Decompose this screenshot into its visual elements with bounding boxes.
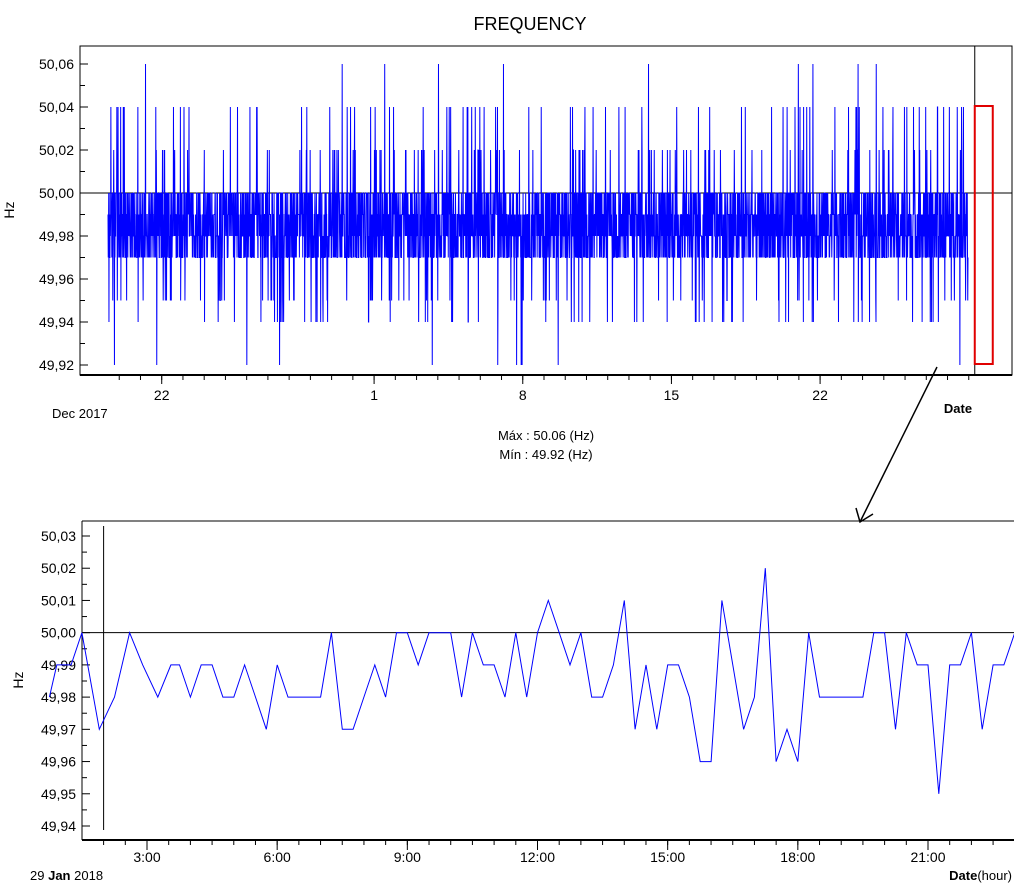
top-x-tick-label: 15 [664,387,680,403]
bottom-x-tick-label: 9:00 [394,849,421,865]
top-y-tick-label: 49,96 [39,271,74,287]
chart-title: FREQUENCY [473,14,586,34]
top-x-tick-label: 22 [812,387,828,403]
bottom-y-tick-label: 50,00 [41,625,76,641]
bottom-period-year: 2018 [74,868,103,883]
bottom-period-label: 29 Jan 2018 [30,868,103,883]
zoom-highlight-box [973,105,994,365]
zoom-arrow [855,366,938,524]
bottom-y-axis-label: Hz [10,671,26,688]
top-y-tick-label: 50,00 [39,185,74,201]
bottom-x-tick-label: 12:00 [520,849,555,865]
top-y-axis-label: Hz [1,201,17,218]
top-period-label: Dec 2017 [52,406,108,421]
top-x-tick-label: 1 [370,387,378,403]
bottom-x-tick-label: 18:00 [780,849,815,865]
bottom-x-axis-label-date: Date [949,868,977,883]
zoom-arrow-line [859,366,938,523]
top-chart-panel: 50,06 50,04 50,02 50,00 49,98 49,96 49,94 49,92… [1,45,1013,462]
zoom-arrow-head [855,507,874,524]
top-y-ticks: 50,06 50,04 50,02 50,00 49,98 49,96 49,94 49,92 [39,56,88,373]
bottom-x-axis-label-unit: (hour) [977,868,1012,883]
top-y-tick-label: 50,06 [39,56,74,72]
bottom-y-tick-label: 49,94 [41,818,76,834]
top-x-tick-label: 8 [519,387,527,403]
top-frequency-series [107,63,969,366]
top-y-tick-label: 49,92 [39,357,74,373]
bottom-y-tick-label: 49,97 [41,721,76,737]
bottom-y-tick-label: 50,02 [41,560,76,576]
bottom-y-tick-label: 49,95 [41,786,76,802]
bottom-x-tick-label: 6:00 [264,849,291,865]
bottom-period-month: Jan [48,868,70,883]
bottom-x-ticks: 3:00 6:00 9:00 12:00 15:00 18:00 21:00 [103,840,994,865]
bottom-x-axis-label: Date(hour) [949,868,1012,883]
top-y-tick-label: 49,98 [39,228,74,244]
min-stat: Mín : 49.92 (Hz) [499,447,592,462]
bottom-y-tick-label: 49,98 [41,689,76,705]
bottom-frequency-series [48,568,1014,794]
bottom-x-tick-label: 21:00 [910,849,945,865]
bottom-x-tick-label: 3:00 [133,849,160,865]
bottom-y-tick-label: 50,01 [41,592,76,608]
bottom-y-tick-label: 49,96 [41,754,76,770]
bottom-chart-panel: 50,0350,0250,0150,0049,9949,9849,9749,96… [10,520,1014,883]
top-y-tick-label: 50,02 [39,142,74,158]
bottom-y-tick-label: 50,03 [41,528,76,544]
bottom-period-day: 29 [30,868,44,883]
max-stat: Máx : 50.06 (Hz) [498,428,594,443]
top-y-tick-label: 50,04 [39,99,74,115]
top-x-tick-label: 22 [154,387,170,403]
top-x-axis-label: Date [944,401,972,416]
top-y-tick-label: 49,94 [39,314,74,330]
bottom-y-ticks: 50,0350,0250,0150,0049,9949,9849,9749,96… [41,528,90,834]
bottom-x-tick-label: 15:00 [650,849,685,865]
top-x-ticks: 22 1 8 15 22 [118,375,970,403]
